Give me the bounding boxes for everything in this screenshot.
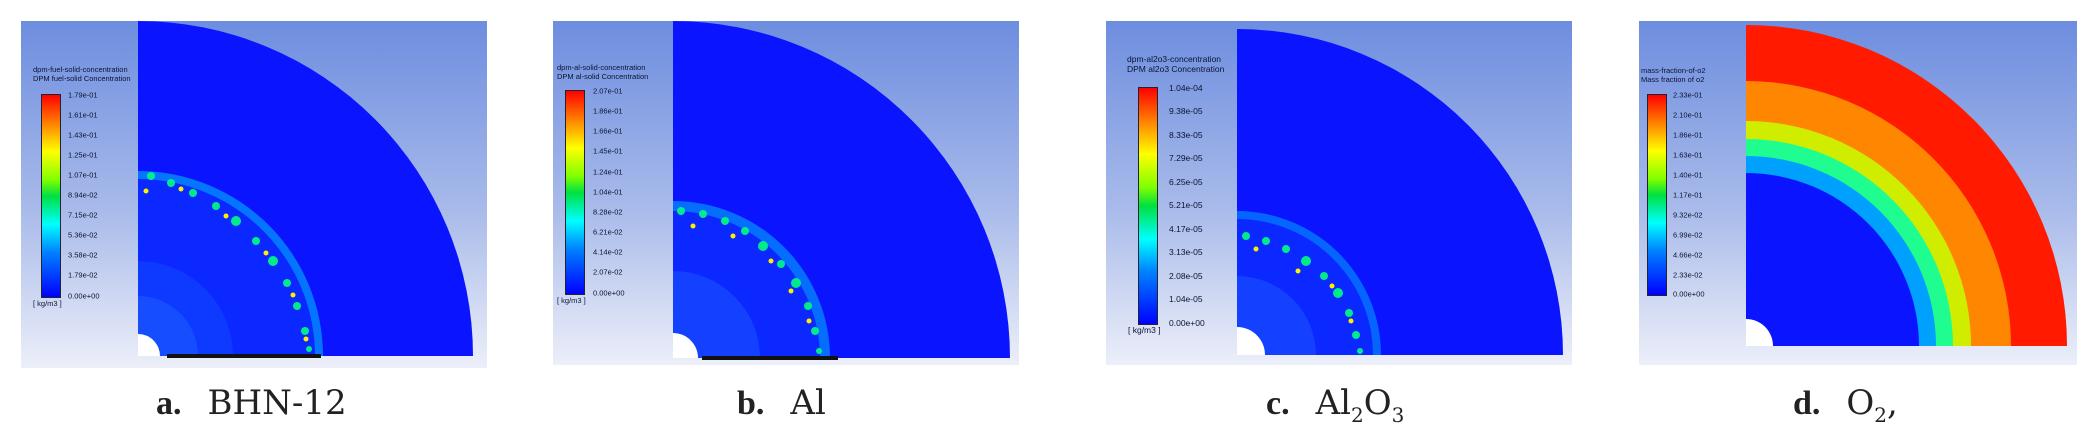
panel-c-tick: 4.17e-05 (1169, 224, 1203, 234)
panel-b-tick: 2.07e-02 (593, 267, 623, 277)
panel-a-tick: 1.25e-01 (68, 150, 98, 160)
panel-a-colorbar (41, 94, 61, 298)
panel-d-colorbar (1647, 94, 1667, 296)
caption-c-label: c. (1266, 385, 1290, 422)
panel-d-o2-mass-fraction: mass-fraction-of-o2 Mass fraction of o2 … (1639, 21, 2077, 365)
panel-b-contour-plot (553, 21, 1019, 365)
caption-c-text-b: O (1363, 383, 1392, 423)
panel-a-tick: 0.00e+00 (68, 291, 100, 301)
caption-b-text: Al (790, 383, 826, 423)
panel-a-tick: 1.79e-02 (68, 270, 98, 280)
caption-c: c. Al2O3 (1266, 383, 1404, 427)
panel-a-tick: 1.07e-01 (68, 170, 98, 180)
panel-c-contour-plot (1106, 21, 1572, 365)
caption-d: d. O2, (1793, 383, 1898, 427)
panel-c-al2o3-concentration: dpm-al2o3-concentration DPM al2o3 Concen… (1106, 21, 1572, 365)
panel-c-tick: 8.33e-05 (1169, 130, 1203, 140)
caption-d-text: O (1846, 383, 1875, 423)
panel-d-tick: 1.63e-01 (1673, 150, 1703, 160)
panel-c-tick: 7.29e-05 (1169, 153, 1203, 163)
panel-b-tick: 8.28e-02 (593, 207, 623, 217)
panel-b-tick: 1.86e-01 (593, 106, 623, 116)
panel-b-colorbar (565, 90, 585, 295)
panel-b-tick: 1.66e-01 (593, 126, 623, 136)
panel-c-tick: 3.13e-05 (1169, 247, 1203, 257)
panel-a-tick: 3.58e-02 (68, 250, 98, 260)
panel-d-tick: 6.99e-02 (1673, 230, 1703, 240)
caption-b: b. Al (737, 383, 826, 423)
panel-b-tick: 4.14e-02 (593, 247, 623, 257)
panel-c-tick: 1.04e-04 (1169, 83, 1203, 93)
panel-a-fuel-concentration: dpm-fuel-solid-concentration DPM fuel-so… (21, 21, 487, 368)
panel-b-tick: 0.00e+00 (593, 288, 625, 298)
panel-a-unit: [ kg/m3 ] (33, 299, 62, 308)
panel-b-tick: 1.45e-01 (593, 146, 623, 156)
panel-b-unit: [ kg/m3 ] (557, 296, 586, 305)
panel-c-colorbar (1138, 87, 1158, 325)
panel-a-tick: 1.43e-01 (68, 130, 98, 140)
panel-b-tick: 6.21e-02 (593, 227, 623, 237)
caption-a: a. BHN-12 (156, 383, 347, 423)
panel-c-unit: [ kg/m3 ] (1128, 325, 1161, 335)
panel-d-contour-plot (1639, 21, 2077, 365)
panel-a-tick: 7.15e-02 (68, 210, 98, 220)
panel-a-tick: 1.61e-01 (68, 110, 98, 120)
caption-a-label: a. (156, 385, 182, 422)
panel-d-tick: 2.33e-01 (1673, 90, 1703, 100)
panel-d-legend-title: mass-fraction-of-o2 Mass fraction of o2 (1641, 66, 1706, 84)
panel-c-legend-title: dpm-al2o3-concentration DPM al2o3 Concen… (1127, 54, 1225, 74)
panel-c-tick: 0.00e+00 (1169, 318, 1205, 328)
caption-d-tail: , (1887, 383, 1898, 423)
panel-c-tick: 6.25e-05 (1169, 177, 1203, 187)
panel-c-tick: 9.38e-05 (1169, 106, 1203, 116)
panel-c-tick: 5.21e-05 (1169, 200, 1203, 210)
panel-b-al-concentration: dpm-al-solid-concentration DPM al-solid … (553, 21, 1019, 365)
caption-d-label: d. (1793, 385, 1821, 422)
panel-d-tick: 1.17e-01 (1673, 190, 1703, 200)
panel-a-tick: 1.79e-01 (68, 90, 98, 100)
panel-d-tick: 1.40e-01 (1673, 170, 1703, 180)
caption-b-label: b. (737, 385, 765, 422)
panel-b-legend-title: dpm-al-solid-concentration DPM al-solid … (557, 63, 649, 81)
panel-c-tick: 2.08e-05 (1169, 271, 1203, 281)
panel-d-tick: 4.66e-02 (1673, 250, 1703, 260)
caption-a-text: BHN-12 (207, 383, 347, 423)
panel-a-contour-plot (21, 21, 487, 368)
panel-b-tick: 1.04e-01 (593, 187, 623, 197)
caption-c-text-a: Al (1315, 383, 1352, 423)
panel-d-tick: 0.00e+00 (1673, 289, 1705, 299)
caption-c-sub-b: 3 (1391, 402, 1405, 427)
panel-d-tick: 9.32e-02 (1673, 210, 1703, 220)
panel-a-tick: 8.94e-02 (68, 190, 98, 200)
panel-d-tick: 2.10e-01 (1673, 110, 1703, 120)
caption-c-sub-a: 2 (1351, 402, 1364, 427)
panel-c-tick: 1.04e-05 (1169, 294, 1203, 304)
panel-a-legend-title: dpm-fuel-solid-concentration DPM fuel-so… (33, 65, 131, 83)
caption-d-sub: 2 (1874, 402, 1888, 427)
panel-b-tick: 1.24e-01 (593, 167, 623, 177)
panel-d-tick: 1.86e-01 (1673, 130, 1703, 140)
panel-d-tick: 2.33e-02 (1673, 270, 1703, 280)
panel-b-tick: 2.07e-01 (593, 86, 623, 96)
panel-a-tick: 5.36e-02 (68, 230, 98, 240)
